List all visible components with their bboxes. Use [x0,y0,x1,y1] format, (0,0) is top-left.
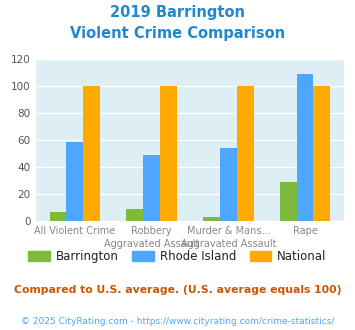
Bar [296,74,313,221]
Bar [203,217,220,221]
Bar [220,148,237,221]
Bar [126,209,143,221]
Bar [83,86,100,221]
Bar [280,182,296,221]
Text: Compared to U.S. average. (U.S. average equals 100): Compared to U.S. average. (U.S. average … [14,285,341,295]
Bar [160,86,177,221]
Text: Violent Crime Comparison: Violent Crime Comparison [70,26,285,41]
Bar [237,86,253,221]
Bar [143,155,160,221]
Bar [313,86,330,221]
Legend: Barrington, Rhode Island, National: Barrington, Rhode Island, National [23,245,332,268]
Bar [66,142,83,221]
Bar [50,212,66,221]
Text: © 2025 CityRating.com - https://www.cityrating.com/crime-statistics/: © 2025 CityRating.com - https://www.city… [21,317,334,326]
Text: 2019 Barrington: 2019 Barrington [110,5,245,20]
